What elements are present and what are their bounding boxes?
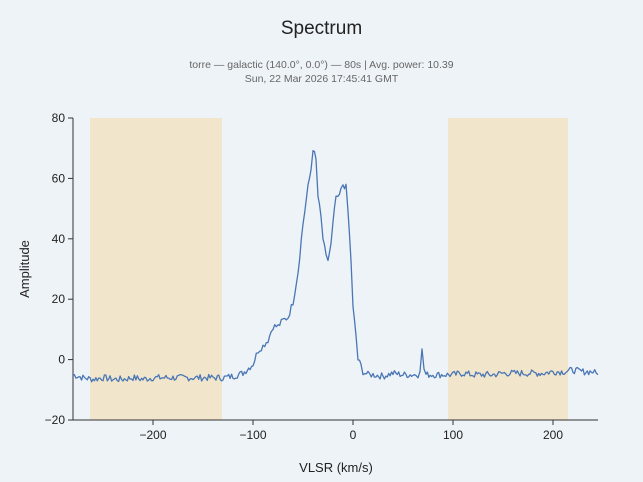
excluded-regions [90,118,568,420]
x-tick-label-0: 0 [350,428,357,442]
y-axis-label: Amplitude [17,240,32,298]
y-tick-label-0: 0 [58,353,65,367]
y-tick-label-80: 80 [52,111,66,125]
chart-subtitle-timestamp: Sun, 22 Mar 2026 17:45:41 GMT [244,73,399,85]
y-tick-label-40: 40 [52,232,66,246]
chart-subtitle-station: torre — galactic (140.0°, 0.0°) — 80s | … [189,59,454,71]
chart-series [72,150,599,383]
x-axis-label: VLSR (km/s) [299,460,373,475]
x-tick-label-100: 100 [443,428,463,442]
chart-title: Spectrum [280,18,363,39]
y-tick-label-60: 60 [52,171,66,185]
shaded-region-2 [448,118,568,420]
shaded-region-1 [90,118,222,420]
x-tick-label--200: −200 [139,428,166,442]
y-tick-label-20: 20 [52,292,66,306]
spectrum-line [72,150,599,383]
x-tick-label--100: −100 [239,428,266,442]
y-tick-label--20: −20 [45,413,66,427]
x-tick-label-200: 200 [543,428,563,442]
